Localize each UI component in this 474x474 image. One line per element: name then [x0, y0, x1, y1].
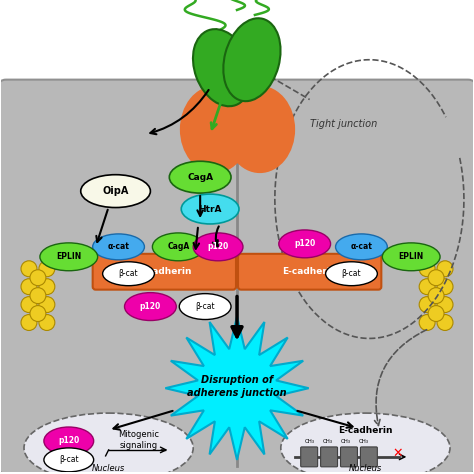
FancyBboxPatch shape	[238, 254, 381, 290]
Text: β-cat: β-cat	[118, 269, 138, 278]
Circle shape	[419, 297, 435, 312]
Circle shape	[30, 306, 46, 321]
Ellipse shape	[44, 448, 94, 472]
Circle shape	[39, 297, 55, 312]
Ellipse shape	[153, 233, 204, 261]
FancyBboxPatch shape	[301, 447, 318, 467]
Circle shape	[437, 297, 453, 312]
Text: EPLIN: EPLIN	[399, 252, 424, 261]
Circle shape	[21, 261, 37, 277]
Circle shape	[419, 315, 435, 330]
Circle shape	[437, 279, 453, 295]
Text: EPLIN: EPLIN	[56, 252, 82, 261]
Ellipse shape	[103, 262, 155, 286]
Ellipse shape	[24, 413, 193, 474]
Ellipse shape	[179, 293, 231, 319]
Circle shape	[419, 279, 435, 295]
Circle shape	[39, 279, 55, 295]
Text: CH₃: CH₃	[322, 439, 333, 445]
FancyBboxPatch shape	[360, 447, 377, 467]
Ellipse shape	[336, 234, 387, 260]
Text: Nucleus: Nucleus	[349, 465, 382, 474]
Ellipse shape	[226, 87, 294, 172]
Ellipse shape	[193, 233, 243, 261]
Text: Disruption of
adherens junction: Disruption of adherens junction	[187, 374, 287, 398]
Circle shape	[21, 315, 37, 330]
Text: Tight junction: Tight junction	[310, 119, 377, 129]
Ellipse shape	[383, 243, 440, 271]
Ellipse shape	[40, 243, 98, 271]
Text: p120: p120	[208, 242, 229, 251]
Circle shape	[30, 288, 46, 303]
Ellipse shape	[223, 18, 281, 101]
Ellipse shape	[44, 427, 94, 455]
Text: CH₃: CH₃	[340, 439, 351, 445]
Text: α-cat: α-cat	[350, 242, 373, 251]
Circle shape	[39, 261, 55, 277]
Circle shape	[419, 261, 435, 277]
Text: CH₃: CH₃	[305, 439, 315, 445]
FancyBboxPatch shape	[93, 254, 236, 290]
Text: p120: p120	[58, 437, 80, 446]
Ellipse shape	[181, 194, 239, 224]
Ellipse shape	[93, 234, 145, 260]
Text: HtrA: HtrA	[199, 204, 222, 213]
Ellipse shape	[281, 413, 450, 474]
Text: p120: p120	[294, 239, 315, 248]
Text: β-cat: β-cat	[342, 269, 361, 278]
Text: E-cadherin: E-cadherin	[338, 426, 392, 435]
Text: CagA: CagA	[187, 173, 213, 182]
Ellipse shape	[181, 87, 249, 172]
Ellipse shape	[81, 175, 150, 208]
Polygon shape	[165, 317, 309, 460]
Ellipse shape	[169, 161, 231, 193]
Text: α-cat: α-cat	[108, 242, 129, 251]
Circle shape	[39, 315, 55, 330]
FancyBboxPatch shape	[320, 447, 337, 467]
Circle shape	[428, 306, 444, 321]
Text: Mitogenic
signaling: Mitogenic signaling	[118, 430, 159, 450]
Circle shape	[30, 270, 46, 286]
Circle shape	[21, 297, 37, 312]
Text: E-cadherin: E-cadherin	[283, 267, 337, 276]
Circle shape	[437, 261, 453, 277]
Text: OipA: OipA	[102, 186, 129, 196]
Circle shape	[428, 270, 444, 286]
Text: β-cat: β-cat	[195, 302, 215, 311]
Circle shape	[21, 279, 37, 295]
Ellipse shape	[326, 262, 377, 286]
Circle shape	[437, 315, 453, 330]
FancyBboxPatch shape	[340, 447, 357, 467]
Ellipse shape	[193, 29, 251, 106]
Text: CH₃: CH₃	[358, 439, 368, 445]
Circle shape	[428, 288, 444, 303]
Text: ✕: ✕	[392, 447, 402, 460]
Text: Nucleus: Nucleus	[92, 465, 125, 474]
FancyBboxPatch shape	[0, 80, 474, 474]
Ellipse shape	[125, 292, 176, 320]
Text: E-cadherin: E-cadherin	[137, 267, 191, 276]
Text: β-cat: β-cat	[59, 456, 79, 465]
Text: CagA: CagA	[167, 242, 190, 251]
Ellipse shape	[279, 230, 330, 258]
Text: p120: p120	[140, 302, 161, 311]
